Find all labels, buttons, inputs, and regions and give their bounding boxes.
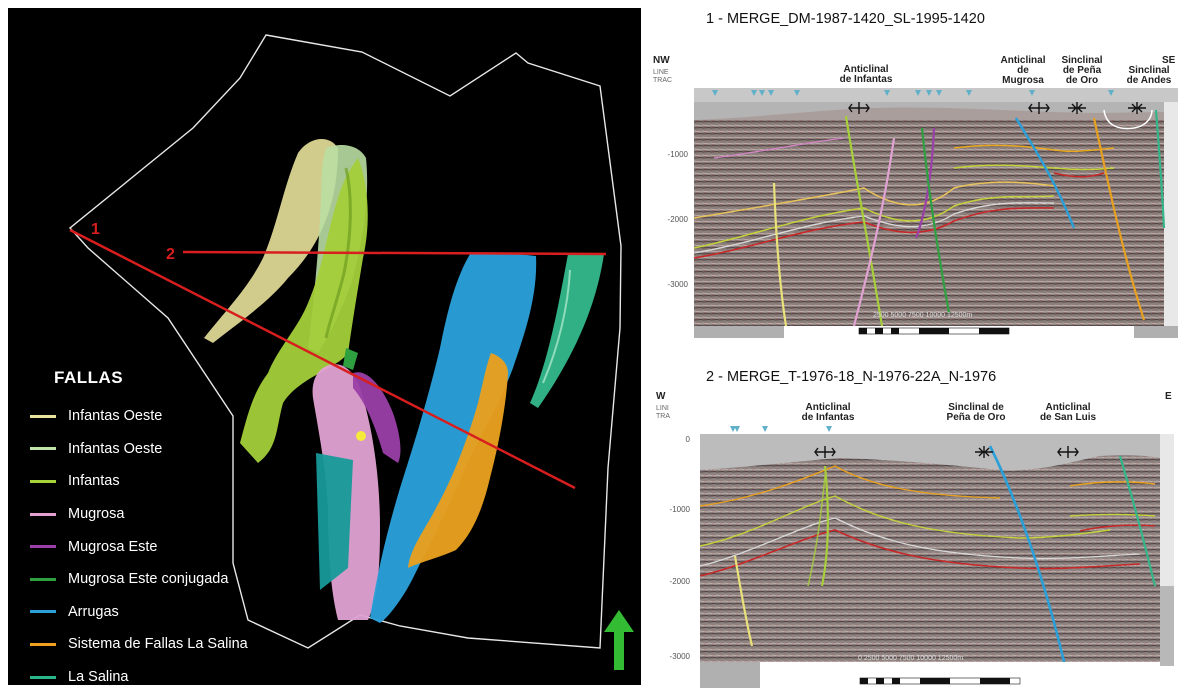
- section-2-depth-0: 0: [685, 435, 690, 444]
- legend-swatch: [30, 642, 56, 646]
- legend-swatch: [30, 675, 56, 679]
- section-1-structure-anticlinal-mugrosa: Anticlinal de Mugrosa: [1000, 55, 1046, 86]
- section-1-scale-text: 2500 5000 7500 10000 12500m: [873, 312, 973, 319]
- section-2-structure-sinclinal-pena-de-oro: Sinclinal de Peña de Oro: [946, 402, 1006, 423]
- section-2-structure-anticlinal-infantas: Anticlinal de Infantas: [801, 402, 855, 423]
- legend-label: Infantas Oeste: [68, 408, 163, 425]
- legend-item: Sistema de Fallas La Salina: [30, 628, 330, 661]
- section-2-structure-anticlinal-san-luis: Anticlinal de San Luis: [1039, 402, 1097, 423]
- legend-items: Infantas Oeste Infantas Oeste Infantas Mugr…: [30, 400, 330, 693]
- section-line-2-label: 2: [166, 246, 175, 263]
- legend-title: FALLAS: [54, 368, 124, 387]
- fault-infantas: [240, 158, 368, 463]
- legend-item: Mugrosa Este conjugada: [30, 563, 330, 596]
- section-2-left-direction: W: [656, 391, 666, 402]
- legend-swatch: [30, 545, 56, 549]
- section-2-trac-label: TRA: [656, 413, 670, 420]
- legend-label: Sistema de Fallas La Salina: [68, 636, 248, 653]
- section-2-right-direction: E: [1165, 391, 1172, 402]
- legend-label: Arrugas: [68, 603, 119, 620]
- section-1-well-markers: [712, 90, 1114, 96]
- section-1-right-direction: SE: [1162, 55, 1176, 66]
- fault-model-3d-panel: 1 2 FALLAS Infantas Oeste Infantas Oeste I…: [8, 8, 641, 685]
- section-1-depth-2000: -2000: [667, 215, 688, 224]
- section-1-structure-sinclinal-andes: Sinclinal de Andes: [1126, 65, 1172, 86]
- section-1-line-trac: LINE TRAC: [653, 69, 672, 85]
- fault-teal: [316, 453, 353, 590]
- section-2-depth-1000: -1000: [669, 505, 690, 514]
- legend-label: Infantas: [68, 473, 120, 490]
- section-2-depth-2000: -2000: [669, 577, 690, 586]
- section-1-structure-anticlinal-infantas: Anticlinal de Infantas: [839, 64, 893, 85]
- fault-legend: FALLAS Infantas Oeste Infantas Oeste Infan…: [30, 368, 330, 693]
- fault-mugrosa-este: [353, 372, 401, 463]
- seismic-section-1: [694, 88, 1178, 338]
- section-line-1: [69, 228, 576, 490]
- section-1-line-label: LINE: [653, 69, 669, 76]
- legend-item: Mugrosa Este: [30, 530, 330, 563]
- fault-sistema-la-salina: [408, 353, 508, 568]
- section-line-2: [182, 250, 607, 256]
- section-2-scale-text: 0 2500 5000 7500 10000 12500m: [858, 655, 964, 662]
- section-2-fold-symbols: [814, 446, 1079, 458]
- fault-infantas-shadow: [324, 167, 352, 339]
- north-arrow-icon: [604, 610, 634, 670]
- section-2-depth-3000: -3000: [669, 652, 690, 661]
- legend-swatch: [30, 577, 56, 581]
- section-2-line-label: LINI: [656, 405, 669, 412]
- well-marker: [356, 431, 366, 441]
- legend-item: Infantas Oeste: [30, 400, 330, 433]
- legend-swatch: [30, 610, 56, 614]
- fault-la-salina-light: [542, 269, 571, 384]
- section-1-title: 1 - MERGE_DM-1987-1420_SL-1995-1420: [706, 11, 985, 27]
- legend-label: Mugrosa Este: [68, 538, 158, 555]
- legend-item: Mugrosa: [30, 498, 330, 531]
- section-1-trac-label: TRAC: [653, 77, 673, 84]
- fault-arrugas: [370, 253, 537, 623]
- section-2-well-markers: [730, 426, 832, 432]
- legend-swatch: [30, 512, 56, 516]
- seismic-sections-panel: 1 - MERGE_DM-1987-1420_SL-1995-1420 NW S…: [648, 0, 1182, 688]
- legend-label: Infantas Oeste: [68, 440, 163, 457]
- legend-item: La Salina: [30, 661, 330, 693]
- section-1-structure-sinclinal-pena-de-oro: Sinclinal de Peña de Oro: [1061, 55, 1103, 86]
- legend-swatch: [30, 414, 56, 418]
- section-1-left-direction: NW: [653, 55, 670, 66]
- fault-la-salina: [530, 254, 604, 408]
- fault-model-3d-view: 1 2: [68, 34, 622, 649]
- study-area-outline: [68, 34, 622, 649]
- legend-swatch: [30, 479, 56, 483]
- section-2-line-trac: LINI TRA: [656, 405, 670, 421]
- legend-swatch: [30, 447, 56, 451]
- section-line-1-label: 1: [91, 221, 100, 238]
- section-1-depth-1000: -1000: [667, 150, 688, 159]
- legend-label: La Salina: [68, 669, 129, 686]
- section-1-scale-bar-graphic: [858, 327, 1010, 335]
- legend-item: Infantas Oeste: [30, 433, 330, 466]
- section-1-depth-3000: -3000: [667, 280, 688, 289]
- legend-item: Infantas: [30, 465, 330, 498]
- section-2-title: 2 - MERGE_T-1976-18_N-1976-22A_N-1976: [706, 369, 997, 385]
- section-2-scale-bar-graphic: [859, 677, 1021, 685]
- section-1-fold-symbols: [848, 102, 1146, 114]
- legend-label: Mugrosa Este conjugada: [68, 571, 229, 588]
- seismic-section-2: [700, 426, 1174, 688]
- legend-label: Mugrosa: [68, 506, 125, 523]
- fault-mugrosa-este-conjugada: [343, 348, 358, 370]
- legend-item: Arrugas: [30, 596, 330, 629]
- fault-infantas-oeste: [204, 138, 338, 343]
